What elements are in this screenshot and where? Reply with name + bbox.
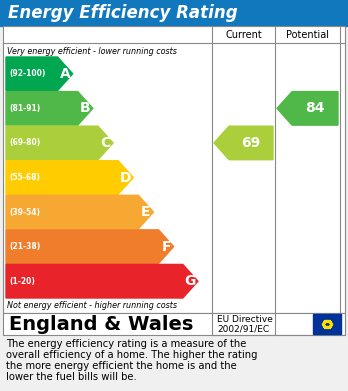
Text: (21-38): (21-38) xyxy=(9,242,40,251)
Text: The energy efficiency rating is a measure of the: The energy efficiency rating is a measur… xyxy=(6,339,246,349)
Text: lower the fuel bills will be.: lower the fuel bills will be. xyxy=(6,372,137,382)
Text: the more energy efficient the home is and the: the more energy efficient the home is an… xyxy=(6,361,237,371)
Bar xyxy=(0,0,348,26)
Text: EU Directive: EU Directive xyxy=(217,316,273,325)
Text: 2002/91/EC: 2002/91/EC xyxy=(217,325,269,334)
Text: 84: 84 xyxy=(305,101,325,115)
Polygon shape xyxy=(6,195,153,229)
Bar xyxy=(313,314,341,334)
Text: E: E xyxy=(141,205,151,219)
Text: (1-20): (1-20) xyxy=(9,277,35,286)
Text: Energy Efficiency Rating: Energy Efficiency Rating xyxy=(8,4,238,22)
Polygon shape xyxy=(6,264,198,298)
Text: Current: Current xyxy=(225,29,262,39)
Text: overall efficiency of a home. The higher the rating: overall efficiency of a home. The higher… xyxy=(6,350,258,360)
Text: A: A xyxy=(60,67,71,81)
Bar xyxy=(3,26,345,313)
Polygon shape xyxy=(6,126,113,160)
Text: 69: 69 xyxy=(242,136,261,150)
Text: B: B xyxy=(80,101,90,115)
Polygon shape xyxy=(6,161,133,194)
Polygon shape xyxy=(6,91,93,125)
Text: Very energy efficient - lower running costs: Very energy efficient - lower running co… xyxy=(7,47,177,57)
Text: Potential: Potential xyxy=(286,29,329,39)
Text: (69-80): (69-80) xyxy=(9,138,40,147)
Text: England & Wales: England & Wales xyxy=(9,314,193,334)
Text: (81-91): (81-91) xyxy=(9,104,40,113)
Text: G: G xyxy=(185,274,196,288)
Polygon shape xyxy=(214,126,273,160)
Text: F: F xyxy=(161,240,171,254)
Text: D: D xyxy=(120,170,132,185)
Bar xyxy=(3,313,345,335)
Text: (92-100): (92-100) xyxy=(9,69,45,78)
Polygon shape xyxy=(277,91,338,125)
Text: Not energy efficient - higher running costs: Not energy efficient - higher running co… xyxy=(7,301,177,310)
Text: (39-54): (39-54) xyxy=(9,208,40,217)
Text: (55-68): (55-68) xyxy=(9,173,40,182)
Polygon shape xyxy=(6,57,73,91)
Text: C: C xyxy=(100,136,111,150)
Polygon shape xyxy=(6,230,174,264)
